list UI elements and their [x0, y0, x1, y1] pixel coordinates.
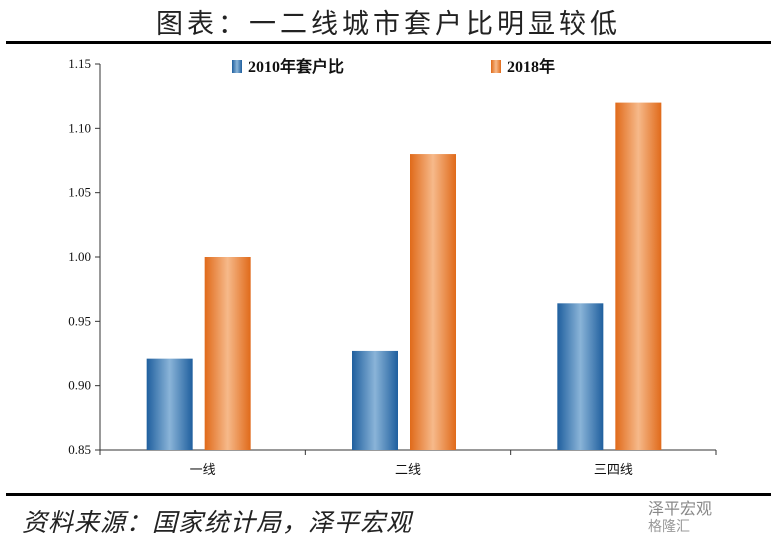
y-tick-label: 0.90	[68, 378, 91, 393]
watermark: 泽平宏观 格隆汇	[648, 500, 712, 536]
bars	[146, 102, 662, 451]
bar-2018	[615, 102, 662, 450]
y-tick-label: 1.05	[68, 185, 91, 200]
x-category-label: 二线	[395, 463, 421, 478]
y-tick-label: 0.95	[68, 313, 91, 328]
bottom-rule	[6, 493, 771, 496]
y-tick-label: 1.00	[68, 249, 91, 264]
watermark-line1: 泽平宏观	[648, 499, 713, 518]
x-category-label: 一线	[190, 463, 216, 478]
bar-chart: 0.85 0.90 0.95 1.00 1.05 1.10 1.15 一线 二线 三四线 2010…	[68, 56, 717, 478]
legend-label: 2018年	[507, 57, 555, 76]
watermark-line2: 格隆汇	[648, 519, 690, 535]
bar-2010	[557, 303, 604, 450]
y-tick-label: 0.85	[68, 442, 91, 457]
chart-title: 图表：一二线城市套户比明显较低	[156, 9, 621, 40]
legend-swatch	[491, 60, 501, 73]
top-rule	[6, 41, 771, 44]
legend: 2010年套户比 2018年	[232, 57, 555, 76]
y-tick-label: 1.15	[68, 56, 91, 71]
bar-2010	[352, 350, 398, 450]
bar-2018	[204, 257, 251, 450]
bar-2010	[146, 358, 193, 450]
bar-2018	[410, 154, 456, 451]
y-tick-label: 1.10	[68, 120, 91, 135]
axes	[95, 63, 717, 455]
legend-swatch	[232, 60, 242, 73]
x-category-label: 三四线	[594, 463, 633, 478]
labels: 0.85 0.90 0.95 1.00 1.05 1.10 1.15 一线 二线 三四线	[68, 56, 633, 478]
legend-label: 2010年套户比	[248, 57, 344, 76]
source-note: 资料来源：国家统计局，泽平宏观	[22, 508, 413, 537]
